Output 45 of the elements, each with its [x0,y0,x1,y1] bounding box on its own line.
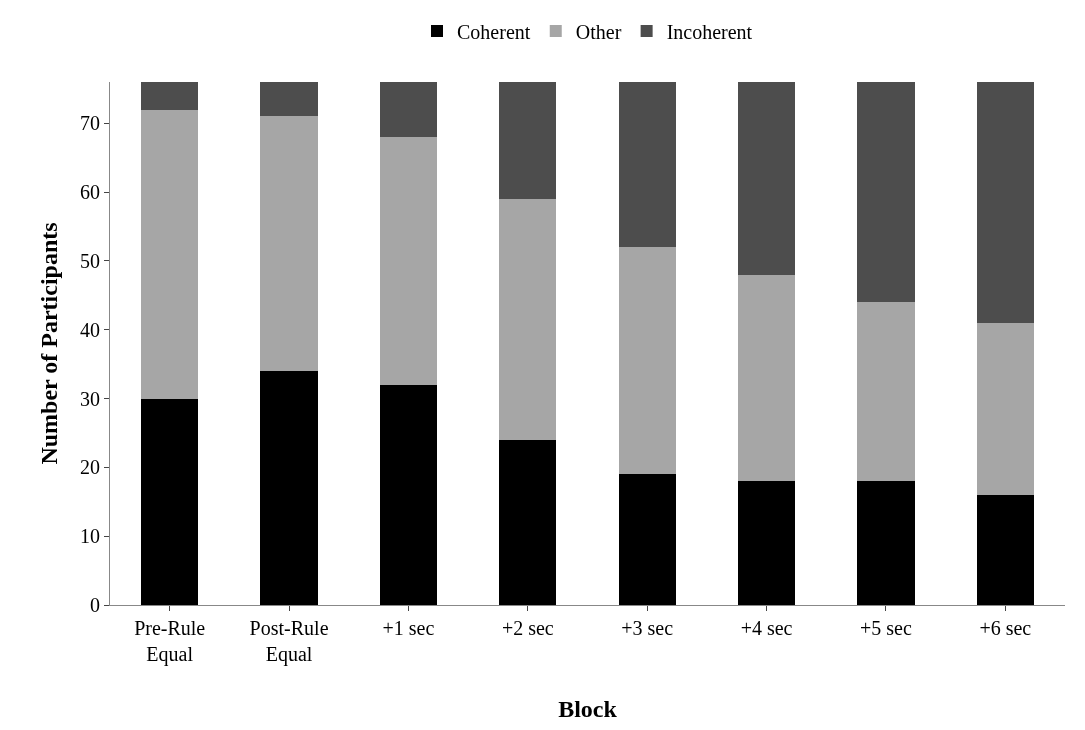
x-tick-label: +1 sec [382,617,435,639]
legend-label: Coherent [457,20,531,43]
bar [618,247,676,475]
bar [379,384,438,605]
bar [976,494,1034,605]
bar [737,274,796,482]
y-tick-label: 40 [80,318,100,341]
bar [737,481,796,605]
bar [857,82,915,303]
bar [737,82,796,275]
y-tick-label: 60 [80,181,100,204]
bar [499,439,557,605]
bar [976,82,1034,323]
bar [260,116,318,372]
bar [379,82,438,138]
y-tick-label: 0 [90,594,100,616]
bar [260,371,318,605]
x-tick-label: +4 sec [740,617,793,639]
bar [857,302,915,482]
y-tick-label: 50 [80,249,100,272]
bar [618,474,676,605]
y-tick-label: 30 [80,387,100,410]
y-tick-label: 20 [80,456,100,479]
bar [857,481,915,605]
y-tick-label: 70 [80,112,100,135]
bar [141,82,199,110]
y-tick-label: 10 [80,525,100,548]
x-tick-label: Post-Rule Equal [249,617,329,666]
y-axis-title: Number of Participants [36,222,63,465]
x-tick-label: +3 sec [621,617,674,639]
x-axis-title: Block [558,696,618,723]
bar [618,82,676,248]
x-tick-label: +5 sec [860,617,912,639]
bar [976,322,1034,495]
bar [499,198,557,440]
bar [260,82,318,117]
x-tick-label: +2 sec [501,617,554,639]
x-tick-label: Pre-Rule Equal [134,617,206,666]
legend-label: Incoherent [666,20,753,43]
legend-label: Other [575,20,622,43]
bar [141,109,199,399]
x-tick-label: +6 sec [979,617,1032,639]
bar [499,82,557,199]
bar [379,137,438,385]
bar [141,398,199,605]
